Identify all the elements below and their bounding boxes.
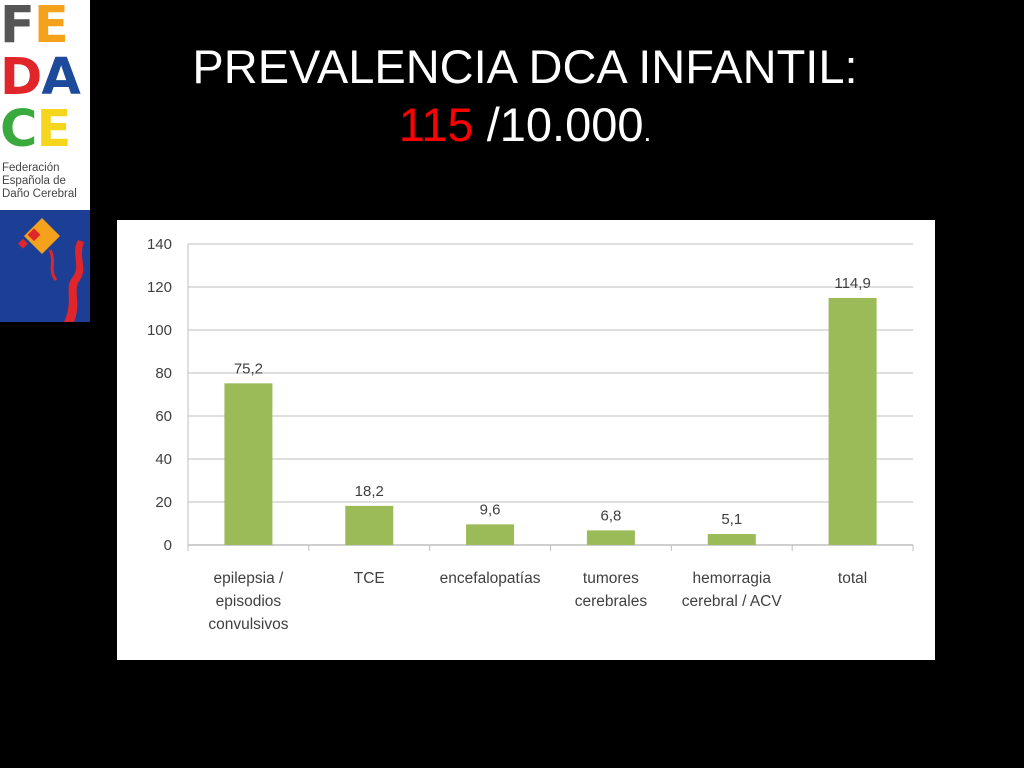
y-tick-label: 60 [155,408,172,425]
y-tick-label: 100 [147,322,172,339]
bar-chart: 0 20 40 60 80 100 120 140 75,2 epilepsia / episodi… [147,236,914,633]
logo-letter: E [33,0,69,55]
logo-letter: C [0,100,37,159]
data-label: 75,2 [234,360,263,377]
title-rate: /10.000 [473,98,644,151]
x-tick-label: hemorragia [693,570,772,587]
x-tick-label: tumores [583,570,639,587]
logo-letter: F [0,0,35,55]
logo-letter: E [36,100,71,159]
bar [828,297,877,545]
x-tick-label: total [838,570,867,587]
bar [224,383,273,545]
x-tick-label: TCE [354,570,385,587]
logo-letter-row: DA [0,52,90,104]
x-tick-label: cerebrales [575,593,648,610]
logo-letter-row: FE [0,0,90,52]
logo-subtitle: Federación Española de Daño Cerebral [2,162,90,201]
data-label: 5,1 [721,511,742,528]
logo-letter: A [41,48,80,107]
data-label: 114,9 [834,275,870,292]
data-label: 9,6 [480,501,501,518]
data-label: 6,8 [600,507,621,524]
bar [586,530,635,545]
x-tick-label: episodios [216,593,282,610]
fedace-logo: FE DA CE Federación Española de Daño Cerebra… [0,0,90,322]
y-tick-label: 80 [155,365,172,382]
y-tick-label: 20 [155,494,172,511]
y-tick-label: 140 [147,236,172,253]
bar [345,505,394,545]
x-tick-label: encefalopatías [440,570,541,587]
logo-letter-row: CE [0,104,90,156]
title-period: . [643,116,652,147]
logo-letter: D [0,48,42,107]
logo-lettermark: FE DA CE [0,0,90,156]
slide-title: PREVALENCIA DCA INFANTIL: 115 /10.000. [100,38,950,161]
title-line-1: PREVALENCIA DCA INFANTIL: [192,40,858,93]
bar [466,524,515,545]
y-tick-label: 120 [147,279,172,296]
logo-subtitle-line: Española de [2,175,66,187]
logo-subtitle-line: Federación [2,162,60,174]
title-highlight-value: 115 [398,98,474,151]
x-tick-label: cerebral / ACV [682,593,783,610]
logo-emblem [0,210,90,322]
x-tick-label: epilepsia / [214,570,284,587]
chart-panel: 0 20 40 60 80 100 120 140 75,2 epilepsia / episodi… [117,220,935,660]
data-label: 18,2 [355,483,384,500]
bar [707,534,756,545]
x-tick-label: convulsivos [208,616,288,633]
title-line-2: 115 /10.000. [100,96,950,161]
y-tick-label: 40 [155,451,172,468]
logo-subtitle-line: Daño Cerebral [2,188,77,200]
y-tick-label: 0 [164,537,172,554]
